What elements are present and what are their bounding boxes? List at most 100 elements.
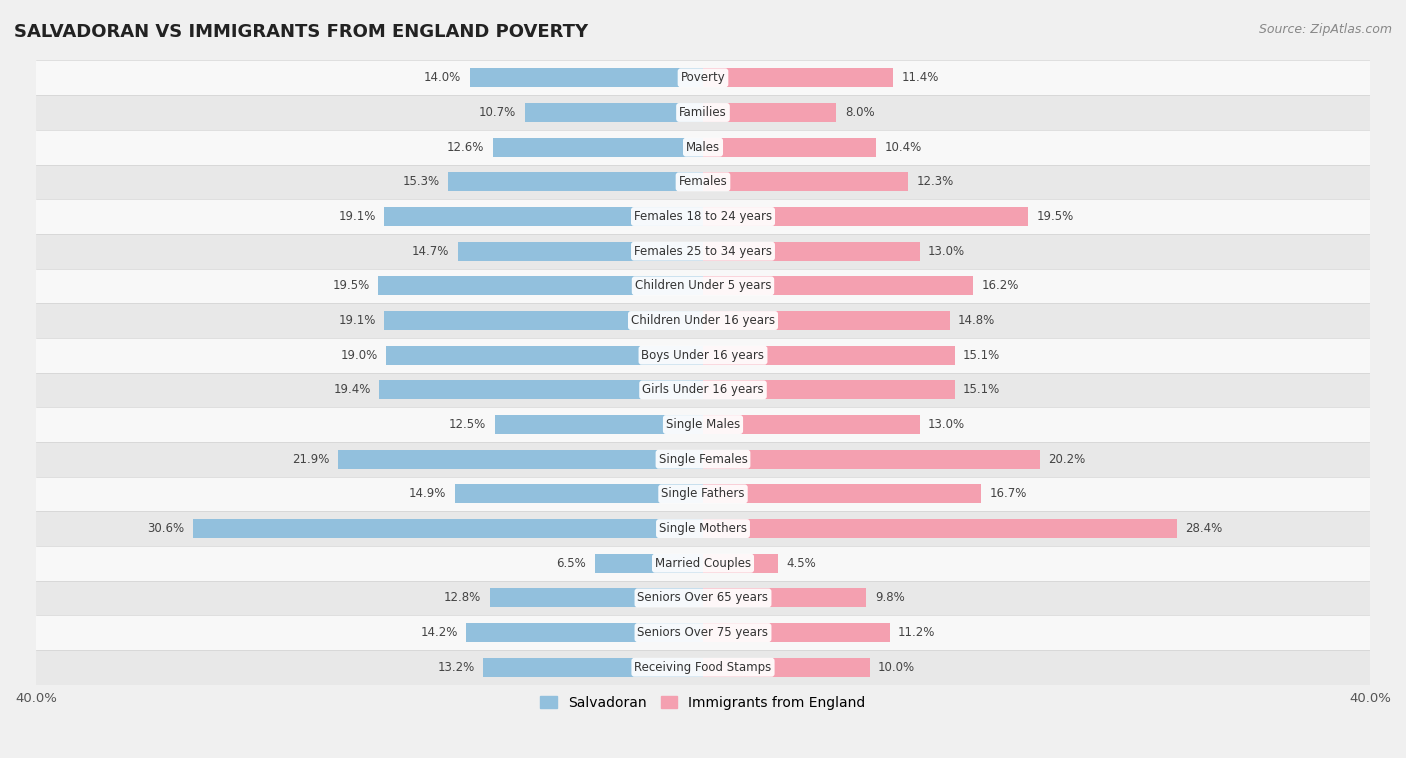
Text: 13.0%: 13.0%	[928, 418, 966, 431]
Bar	[467, 623, 703, 642]
Bar	[703, 103, 837, 122]
Text: 19.5%: 19.5%	[1036, 210, 1074, 223]
Bar	[37, 581, 1369, 615]
Text: 12.6%: 12.6%	[447, 141, 485, 154]
Text: 15.1%: 15.1%	[963, 384, 1001, 396]
Text: 15.1%: 15.1%	[963, 349, 1001, 362]
Text: 19.5%: 19.5%	[332, 280, 370, 293]
Text: Females 25 to 34 years: Females 25 to 34 years	[634, 245, 772, 258]
Bar	[37, 407, 1369, 442]
Text: Poverty: Poverty	[681, 71, 725, 84]
Text: 4.5%: 4.5%	[786, 556, 815, 570]
Text: 11.4%: 11.4%	[901, 71, 939, 84]
Text: Single Males: Single Males	[666, 418, 740, 431]
Bar	[703, 588, 866, 607]
Bar	[37, 546, 1369, 581]
Bar	[703, 207, 1028, 226]
Text: 21.9%: 21.9%	[292, 453, 329, 465]
Bar	[703, 138, 876, 157]
Text: 19.1%: 19.1%	[339, 314, 377, 327]
Text: 9.8%: 9.8%	[875, 591, 904, 604]
Text: Children Under 5 years: Children Under 5 years	[634, 280, 772, 293]
Bar	[703, 415, 920, 434]
Text: Families: Families	[679, 106, 727, 119]
Text: 12.3%: 12.3%	[917, 175, 953, 188]
Text: 6.5%: 6.5%	[557, 556, 586, 570]
Text: 14.9%: 14.9%	[409, 487, 446, 500]
Bar	[703, 68, 893, 87]
Text: Single Mothers: Single Mothers	[659, 522, 747, 535]
Bar	[489, 588, 703, 607]
Text: Children Under 16 years: Children Under 16 years	[631, 314, 775, 327]
Bar	[458, 242, 703, 261]
Bar	[449, 172, 703, 191]
Text: 20.2%: 20.2%	[1049, 453, 1085, 465]
Bar	[37, 96, 1369, 130]
Text: 14.2%: 14.2%	[420, 626, 458, 639]
Bar	[703, 242, 920, 261]
Bar	[37, 199, 1369, 234]
Bar	[37, 372, 1369, 407]
Bar	[703, 277, 973, 296]
Text: Females 18 to 24 years: Females 18 to 24 years	[634, 210, 772, 223]
Text: 10.4%: 10.4%	[884, 141, 922, 154]
Bar	[470, 68, 703, 87]
Bar	[494, 138, 703, 157]
Text: 8.0%: 8.0%	[845, 106, 875, 119]
Bar	[37, 61, 1369, 96]
Text: Girls Under 16 years: Girls Under 16 years	[643, 384, 763, 396]
Bar	[703, 658, 870, 677]
Text: 10.7%: 10.7%	[479, 106, 516, 119]
Text: 15.3%: 15.3%	[402, 175, 440, 188]
Bar	[37, 268, 1369, 303]
Bar	[703, 484, 981, 503]
Bar	[37, 234, 1369, 268]
Text: Females: Females	[679, 175, 727, 188]
Bar	[495, 415, 703, 434]
Bar	[37, 164, 1369, 199]
Bar	[703, 519, 1177, 538]
Bar	[703, 381, 955, 399]
Bar	[703, 553, 778, 573]
Bar	[37, 338, 1369, 372]
Bar	[37, 615, 1369, 650]
Bar	[703, 311, 950, 330]
Bar	[384, 311, 703, 330]
Bar	[703, 449, 1040, 468]
Text: 16.2%: 16.2%	[981, 280, 1019, 293]
Bar	[454, 484, 703, 503]
Text: Married Couples: Married Couples	[655, 556, 751, 570]
Text: 12.5%: 12.5%	[449, 418, 486, 431]
Bar	[380, 381, 703, 399]
Text: 19.4%: 19.4%	[333, 384, 371, 396]
Bar	[387, 346, 703, 365]
Text: Source: ZipAtlas.com: Source: ZipAtlas.com	[1258, 23, 1392, 36]
Text: 10.0%: 10.0%	[879, 661, 915, 674]
Text: 14.0%: 14.0%	[425, 71, 461, 84]
Bar	[37, 130, 1369, 164]
Bar	[482, 658, 703, 677]
Bar	[595, 553, 703, 573]
Text: Seniors Over 65 years: Seniors Over 65 years	[637, 591, 769, 604]
Bar	[524, 103, 703, 122]
Legend: Salvadoran, Immigrants from England: Salvadoran, Immigrants from England	[534, 690, 872, 715]
Text: SALVADORAN VS IMMIGRANTS FROM ENGLAND POVERTY: SALVADORAN VS IMMIGRANTS FROM ENGLAND PO…	[14, 23, 588, 41]
Text: 19.1%: 19.1%	[339, 210, 377, 223]
Bar	[384, 207, 703, 226]
Bar	[37, 442, 1369, 477]
Bar	[37, 650, 1369, 684]
Text: 14.7%: 14.7%	[412, 245, 450, 258]
Text: 11.2%: 11.2%	[898, 626, 935, 639]
Text: 30.6%: 30.6%	[148, 522, 184, 535]
Text: Seniors Over 75 years: Seniors Over 75 years	[637, 626, 769, 639]
Text: Boys Under 16 years: Boys Under 16 years	[641, 349, 765, 362]
Bar	[37, 303, 1369, 338]
Text: Males: Males	[686, 141, 720, 154]
Text: 13.0%: 13.0%	[928, 245, 966, 258]
Text: 12.8%: 12.8%	[444, 591, 481, 604]
Text: 14.8%: 14.8%	[957, 314, 995, 327]
Bar	[37, 477, 1369, 511]
Bar	[703, 346, 955, 365]
Text: 19.0%: 19.0%	[340, 349, 378, 362]
Bar	[703, 623, 890, 642]
